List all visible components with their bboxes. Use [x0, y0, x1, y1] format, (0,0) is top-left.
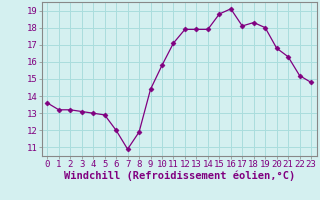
X-axis label: Windchill (Refroidissement éolien,°C): Windchill (Refroidissement éolien,°C): [64, 171, 295, 181]
